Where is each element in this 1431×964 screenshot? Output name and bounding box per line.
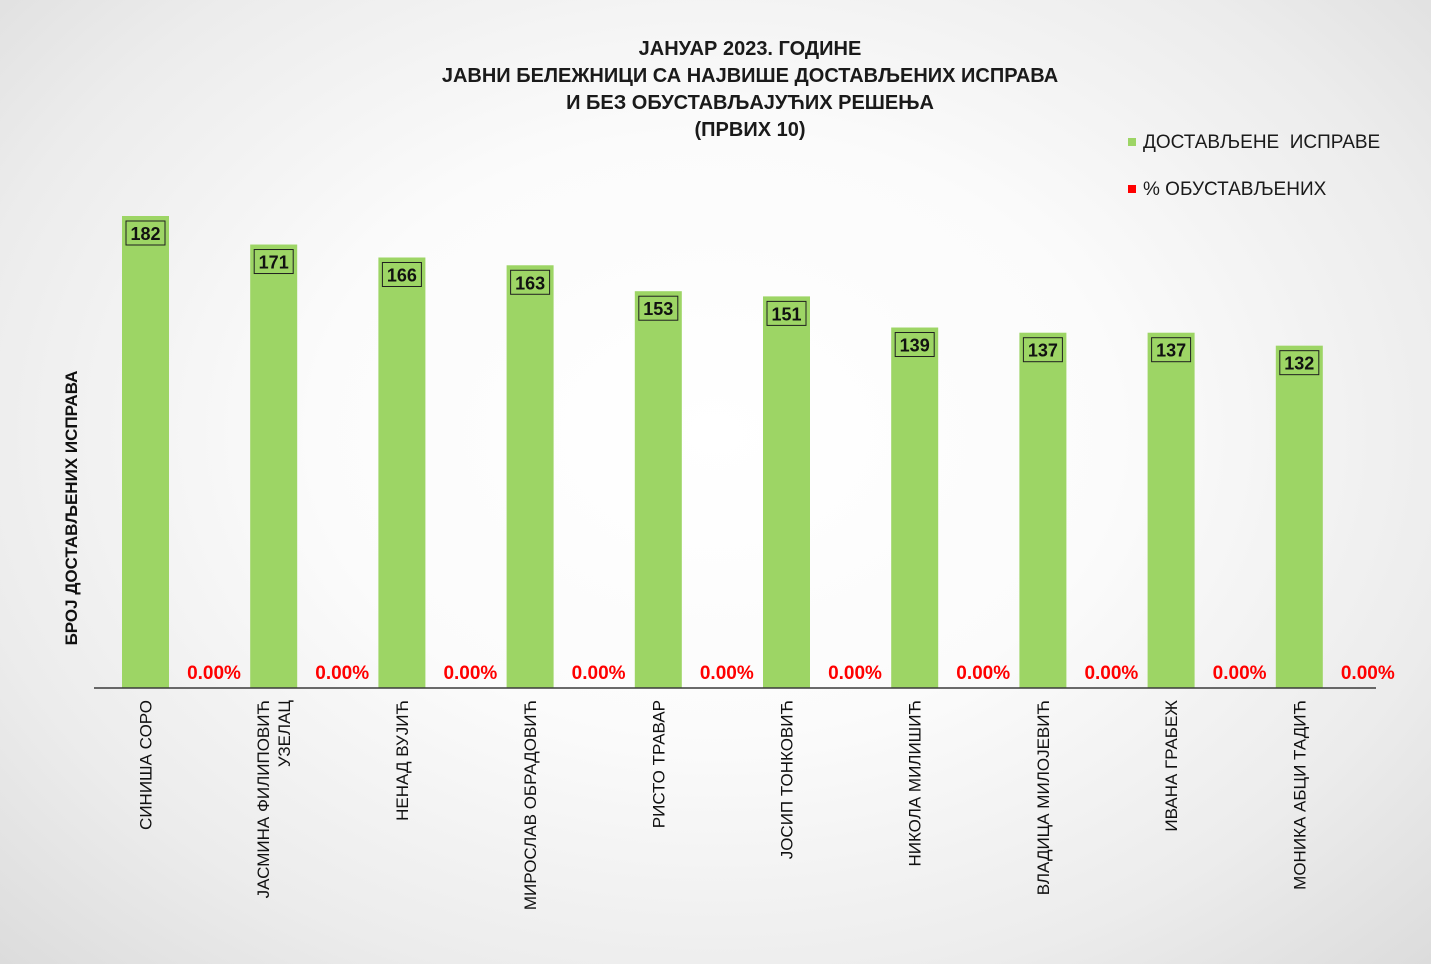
value-label-box xyxy=(1022,337,1063,363)
value-label-box xyxy=(766,300,807,326)
bar-8 xyxy=(1019,332,1067,688)
value-label: 132 xyxy=(1284,354,1314,374)
percent-label: 0.00% xyxy=(1341,663,1395,684)
category-label: МИРОСЛАВ ОБРАДОВИЋ xyxy=(521,700,540,910)
bar-2 xyxy=(250,244,298,688)
category-label-line: ЈОСИП ТОНКОВИЋ xyxy=(778,700,797,859)
value-label-box xyxy=(894,332,935,358)
category-label-line: МОНИКА АБЦИ ТАДИЋ xyxy=(1290,700,1309,890)
bar-5 xyxy=(634,291,682,688)
category-label: РИСТО ТРАВАР xyxy=(649,700,668,828)
value-label-box xyxy=(381,261,422,287)
value-label: 151 xyxy=(771,304,801,324)
value-label: 163 xyxy=(515,273,545,293)
percent-label: 0.00% xyxy=(1213,663,1267,684)
category-label: МОНИКА АБЦИ ТАДИЋ xyxy=(1290,700,1309,890)
legend-swatch-red xyxy=(1128,185,1136,193)
title-line-2: ЈАВНИ БЕЛЕЖНИЦИ СА НАЈВИШЕ ДОСТАВЉЕНИХ И… xyxy=(441,65,1059,87)
category-label: ИВАНА ГРАБЕЖ xyxy=(1162,700,1181,832)
bar-4 xyxy=(506,265,554,688)
category-label: СИНИША СОРО xyxy=(137,700,156,830)
percent-label: 0.00% xyxy=(443,663,497,684)
legend-swatch-green xyxy=(1128,138,1136,146)
category-label-line: ЈАСМИНА ФИЛИПОВИЋ xyxy=(254,700,273,898)
value-label-box xyxy=(510,269,551,295)
bar-3 xyxy=(378,257,426,688)
value-label-box xyxy=(253,249,294,275)
category-label: ЈАСМИНА ФИЛИПОВИЋ УЗЕЛАЦ xyxy=(254,700,294,899)
percent-label: 0.00% xyxy=(315,663,369,684)
title-line-3: И БЕЗ ОБУСТАВЉАЈУЋИХ РЕШЕЊА xyxy=(566,92,934,114)
percent-label: 0.00% xyxy=(572,663,626,684)
category-label-line: РИСТО ТРАВАР xyxy=(649,700,668,828)
category-label-line: УЗЕЛАЦ xyxy=(275,700,294,768)
bar-10 xyxy=(1275,345,1323,688)
category-label: НЕНАД ВУЈИЋ xyxy=(393,700,412,821)
category-label: ЈОСИП ТОНКОВИЋ xyxy=(778,700,797,859)
title-line-1: ЈАНУАР 2023. ГОДИНЕ xyxy=(638,38,862,60)
legend-item-percent: % ОБУСТАВЉЕНИХ xyxy=(1128,179,1326,201)
percent-label: 0.00% xyxy=(1084,663,1138,684)
category-label-line: НЕНАД ВУЈИЋ xyxy=(393,700,412,821)
value-label: 166 xyxy=(387,265,417,285)
category-label-line: ИВАНА ГРАБЕЖ xyxy=(1162,700,1181,832)
value-label: 153 xyxy=(643,299,673,319)
chart-title: ЈАНУАР 2023. ГОДИНЕ ЈАВНИ БЕЛЕЖНИЦИ СА Н… xyxy=(250,36,1250,144)
value-label-box xyxy=(638,295,679,321)
title-line-4: (ПРВИХ 10) xyxy=(694,119,806,141)
legend-label-percent: % ОБУСТАВЉЕНИХ xyxy=(1143,179,1327,200)
legend-item-documents: ДОСТАВЉЕНЕ ИСПРАВЕ xyxy=(1128,132,1380,154)
category-label-line: МИРОСЛАВ ОБРАДОВИЋ xyxy=(521,700,540,910)
value-label: 137 xyxy=(1028,341,1058,361)
percent-label: 0.00% xyxy=(700,663,754,684)
value-label: 139 xyxy=(900,336,930,356)
bar-7 xyxy=(891,327,939,688)
category-label-line: НИКОЛА МИЛИШИЋ xyxy=(906,700,925,867)
category-label-line: ВЛАДИЦА МИЛОЈЕВИЋ xyxy=(1034,700,1053,895)
value-label-box xyxy=(125,220,166,246)
value-label-box xyxy=(1279,350,1320,376)
percent-label: 0.00% xyxy=(187,663,241,684)
bar-9 xyxy=(1147,332,1195,688)
bar-1 xyxy=(122,216,169,688)
legend-label-documents: ДОСТАВЉЕНЕ ИСПРАВЕ xyxy=(1143,132,1381,153)
value-label-box xyxy=(1151,337,1192,363)
value-label: 182 xyxy=(130,224,160,244)
bar-6 xyxy=(763,296,810,688)
percent-label: 0.00% xyxy=(828,663,882,684)
category-label-line: СИНИША СОРО xyxy=(137,700,156,830)
category-label: НИКОЛА МИЛИШИЋ xyxy=(906,700,925,867)
value-label: 137 xyxy=(1156,341,1186,361)
percent-label: 0.00% xyxy=(956,663,1010,684)
category-label: ВЛАДИЦА МИЛОЈЕВИЋ xyxy=(1034,700,1053,895)
value-label: 171 xyxy=(259,253,289,273)
